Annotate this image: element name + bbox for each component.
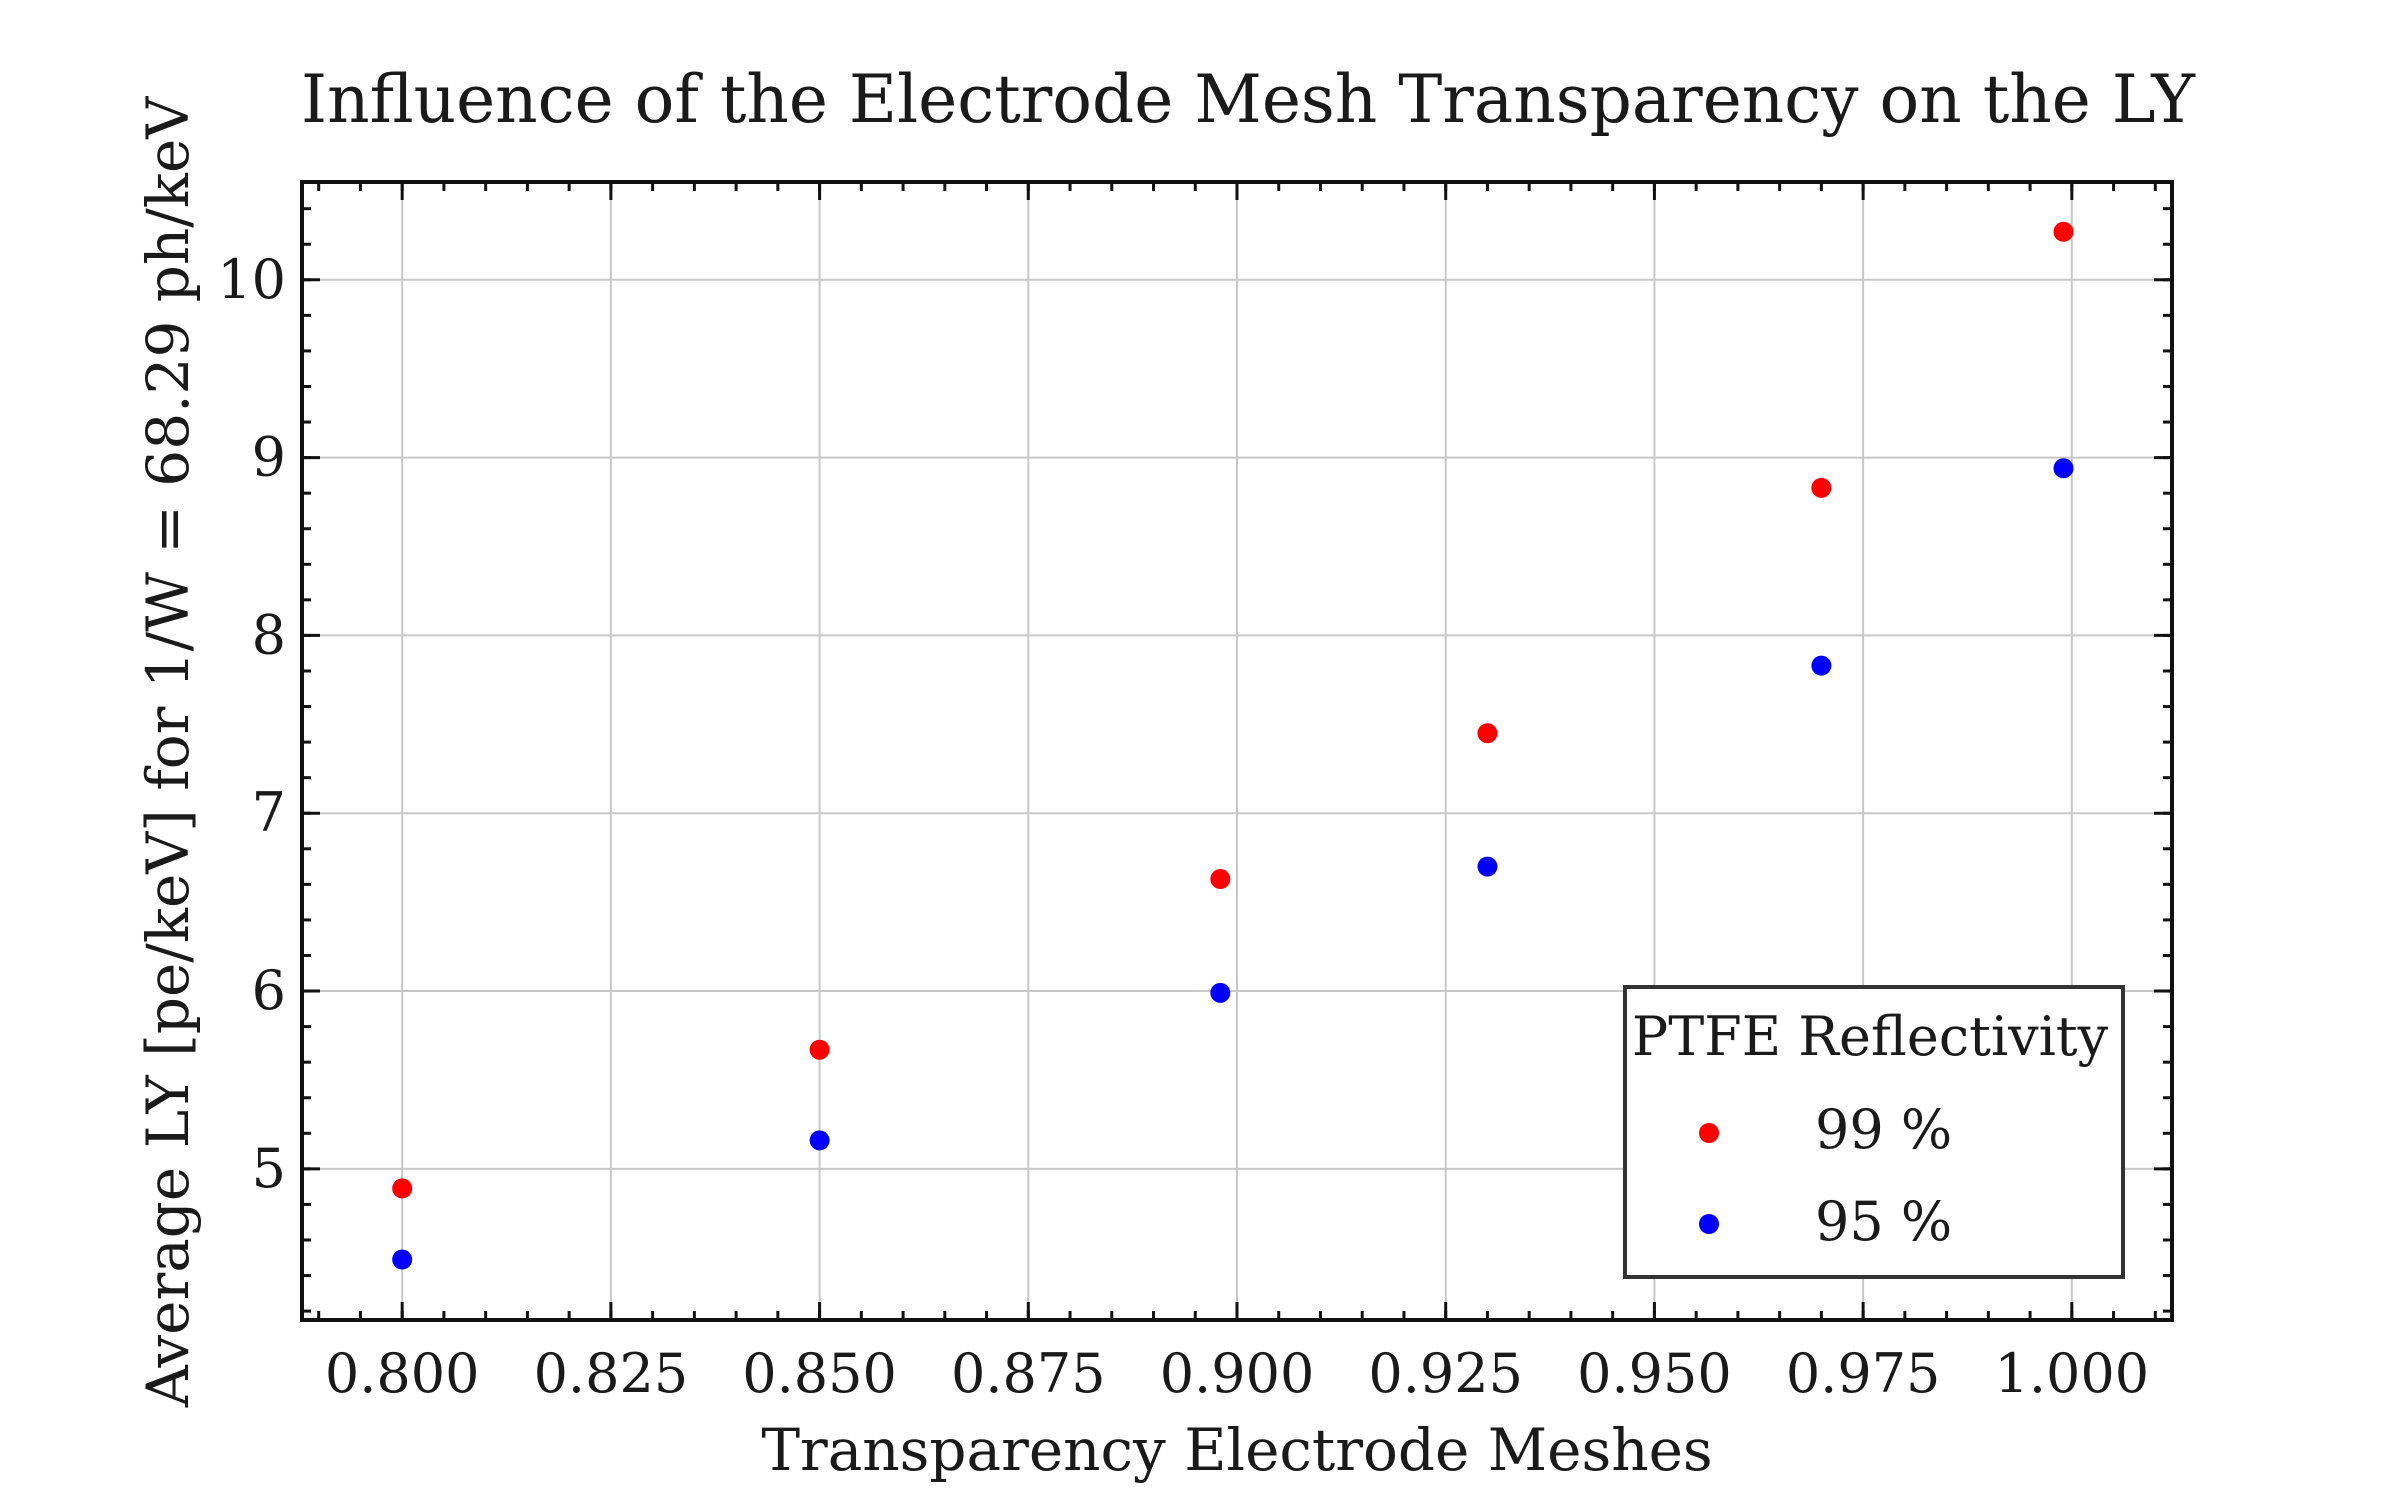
data-point-series-0 <box>392 1178 413 1199</box>
x-axis-label: Transparency Electrode Meshes <box>761 1416 1712 1484</box>
data-point-series-0 <box>809 1039 830 1060</box>
x-tick-label: 0.950 <box>1577 1342 1732 1405</box>
data-point-series-1 <box>392 1249 413 1270</box>
y-tick-label: 7 <box>252 781 286 844</box>
y-axis-label: Average LY [pe/keV] for 1/W = 68.29 ph/k… <box>134 96 202 1408</box>
data-point-series-1 <box>1811 655 1832 676</box>
legend-label-95: 95 % <box>1815 1190 1952 1253</box>
x-tick-label: 0.875 <box>951 1342 1106 1405</box>
y-tick-label: 10 <box>217 248 286 311</box>
data-point-series-1 <box>1477 856 1498 877</box>
plot-frame <box>300 180 2174 1322</box>
legend-title: PTFE Reflectivity <box>1632 1005 2109 1068</box>
chart-title: Influence of the Electrode Mesh Transpar… <box>301 61 2196 138</box>
data-point-series-0 <box>1811 477 1832 498</box>
tick-labels: 0.800 0.825 0.850 0.875 0.900 0.925 0.950 0.975… <box>217 248 2149 1405</box>
legend-label-99: 99 % <box>1815 1098 1952 1161</box>
x-tick-label: 0.975 <box>1786 1342 1941 1405</box>
legend-marker-99 <box>1699 1123 1719 1143</box>
x-tick-label: 0.900 <box>1160 1342 1315 1405</box>
data-point-series-1 <box>809 1130 830 1151</box>
legend-marker-95 <box>1699 1214 1719 1234</box>
data-point-series-0 <box>2053 221 2074 242</box>
x-tick-label: 0.800 <box>325 1342 480 1405</box>
data-point-series-1 <box>1210 982 1231 1003</box>
data-point-series-1 <box>2053 458 2074 479</box>
x-tick-label: 0.825 <box>534 1342 689 1405</box>
x-tick-label: 1.000 <box>1995 1342 2150 1405</box>
x-tick-label: 0.925 <box>1368 1342 1523 1405</box>
y-tick-label: 6 <box>252 959 286 1022</box>
data-point-series-0 <box>1477 723 1498 744</box>
data-point-series-0 <box>1210 869 1231 890</box>
data-points <box>392 221 2074 1270</box>
y-tick-label: 9 <box>252 426 286 489</box>
legend: PTFE Reflectivity 99 % 95 % <box>1623 985 2125 1279</box>
y-tick-label: 8 <box>252 603 286 666</box>
y-tick-label: 5 <box>252 1137 286 1200</box>
x-tick-label: 0.850 <box>742 1342 897 1405</box>
